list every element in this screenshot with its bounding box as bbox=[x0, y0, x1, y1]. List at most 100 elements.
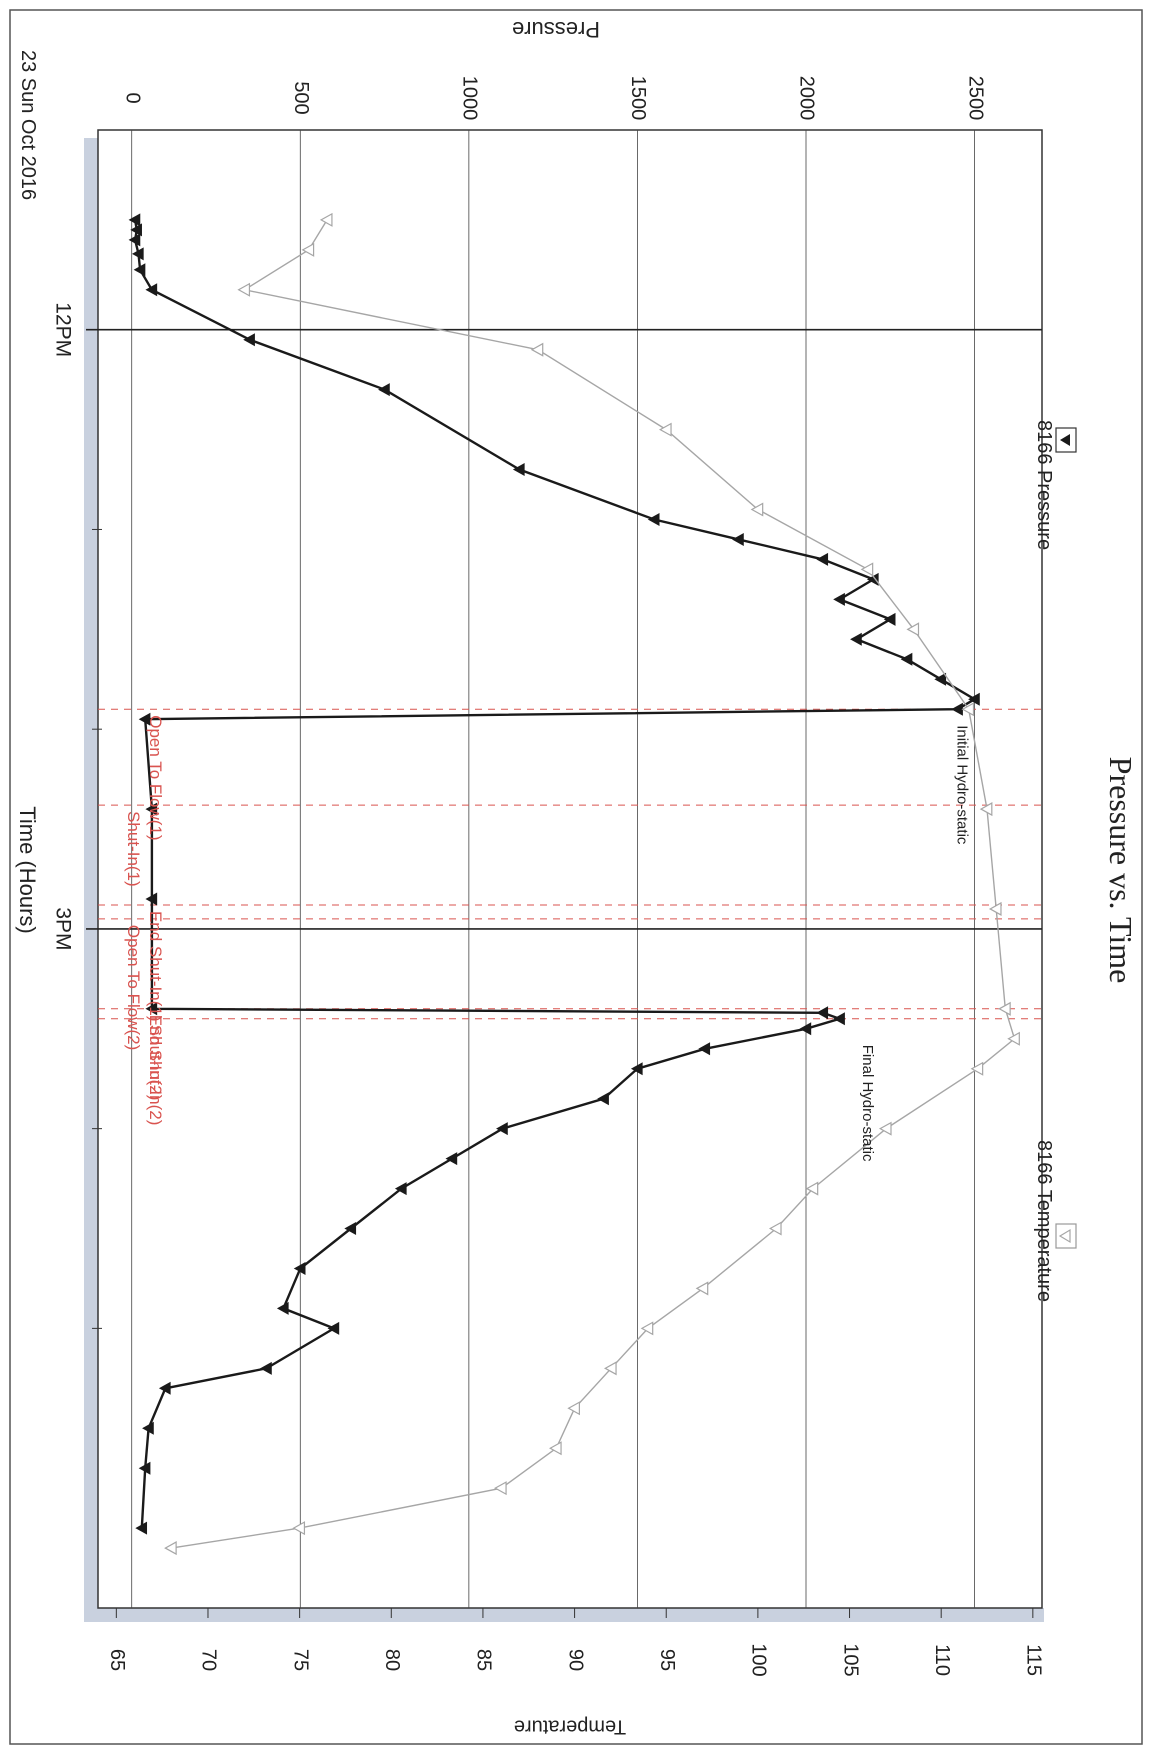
series-layer bbox=[128, 212, 1020, 1556]
pressure-data-point bbox=[833, 592, 845, 606]
pressure-data-point bbox=[394, 1182, 407, 1196]
time-tick-label: 12PM bbox=[51, 302, 74, 357]
annotation-group: Final Hydro-static bbox=[859, 1045, 876, 1162]
pressure-axis-label-group: Pressure bbox=[512, 17, 600, 42]
legend-pressure bbox=[1055, 427, 1077, 453]
pressure-data-point bbox=[833, 1012, 845, 1026]
temperature-tick-label: 85 bbox=[473, 1649, 495, 1671]
pressure-data-point bbox=[145, 1002, 158, 1016]
outer-border bbox=[9, 9, 1143, 1745]
x-axis-label-group: Time (Hours) bbox=[15, 806, 40, 934]
annotation-label: Initial Hydro-static bbox=[954, 725, 971, 845]
temperature-data-point bbox=[988, 901, 1002, 916]
pressure-tick-label: 500 bbox=[290, 81, 312, 114]
temperature-data-point bbox=[640, 1321, 654, 1336]
plot-area bbox=[97, 129, 1043, 1609]
pressure-data-point bbox=[293, 1261, 306, 1275]
temperature-data-point bbox=[292, 1521, 306, 1536]
legend-temperature-marker-icon bbox=[1058, 1228, 1071, 1244]
temperature-data-point bbox=[805, 1181, 819, 1196]
grid-layer bbox=[86, 130, 1042, 1618]
date-label-group: 23 Sun Oct 2016 bbox=[17, 50, 39, 200]
temperature-tick-label: 75 bbox=[289, 1649, 311, 1671]
temperature-tick-label: 115 bbox=[1023, 1644, 1045, 1676]
pressure-data-point bbox=[496, 1122, 508, 1136]
temperature-tick-label: 110 bbox=[931, 1644, 953, 1676]
pressure-data-point bbox=[934, 672, 947, 686]
temperature-tick-group: 95 bbox=[656, 1649, 678, 1671]
event-label-group: Open To Flow(1) bbox=[146, 715, 165, 840]
pressure-tick-group: 500 bbox=[290, 81, 312, 114]
event-label: End Shut-In(2) bbox=[146, 1015, 165, 1126]
temperature-data-point bbox=[695, 1281, 709, 1296]
pressure-data-point bbox=[135, 1521, 148, 1535]
temperature-data-point bbox=[494, 1481, 507, 1496]
temperature-tick-group: 105 bbox=[839, 1643, 861, 1676]
pressure-data-point bbox=[145, 802, 158, 816]
temperature-axis-band bbox=[84, 1608, 1044, 1622]
legend-temperature bbox=[1055, 1223, 1077, 1249]
temperature-data-point bbox=[301, 242, 315, 257]
pressure-data-point bbox=[138, 712, 151, 726]
pressure-data-point bbox=[378, 383, 390, 397]
pressure-tick-group: 2000 bbox=[796, 76, 818, 121]
temperature-data-point bbox=[998, 1001, 1011, 1016]
temperature-tick-label: 100 bbox=[748, 1643, 770, 1676]
temperature-tick-label: 90 bbox=[564, 1649, 586, 1671]
temperature-tick-group: 100 bbox=[748, 1643, 770, 1676]
temperature-data-point bbox=[237, 282, 251, 297]
temperature-tick-group: 65 bbox=[106, 1649, 128, 1671]
pressure-data-point bbox=[968, 692, 980, 706]
temperature-tick-group: 85 bbox=[473, 1649, 495, 1671]
x-axis-label: Time (Hours) bbox=[15, 806, 40, 934]
temperature-data-point bbox=[319, 212, 333, 227]
event-label-group: Open To Flow(2) bbox=[124, 925, 143, 1050]
pressure-tick-label: 1500 bbox=[627, 76, 649, 121]
temperature-data-point bbox=[750, 502, 764, 517]
pressure-data-point bbox=[732, 532, 744, 546]
temperature-data-point bbox=[979, 802, 993, 817]
pressure-tick-label: 2000 bbox=[796, 76, 818, 121]
legend-temperature-box bbox=[1055, 1223, 1077, 1249]
pressure-data-point bbox=[145, 283, 158, 297]
pressure-tick-label: 0 bbox=[121, 92, 143, 103]
temperature-data-point bbox=[164, 1541, 177, 1556]
event-label: End Shut-In(1) bbox=[146, 911, 165, 1022]
temperature-data-point bbox=[1007, 1031, 1020, 1046]
temperature-tick-label: 70 bbox=[198, 1649, 220, 1671]
temperature-data-point bbox=[768, 1221, 782, 1236]
temperature-data-point bbox=[658, 422, 672, 437]
date-label: 23 Sun Oct 2016 bbox=[17, 50, 39, 200]
pressure-data-point bbox=[512, 463, 525, 477]
pressure-data-point bbox=[597, 1092, 609, 1106]
temperature-tick-label: 95 bbox=[656, 1649, 678, 1671]
temperature-data-point bbox=[860, 562, 874, 577]
event-label: Shut-In(1) bbox=[124, 811, 143, 887]
time-tick-label: 3PM bbox=[51, 907, 74, 950]
pressure-tick-group: 1500 bbox=[627, 76, 649, 121]
pressure-data-point bbox=[145, 892, 158, 906]
pressure-data-point bbox=[128, 233, 141, 247]
event-label-group: Shut-In(2) bbox=[146, 1025, 165, 1101]
event-label: Open To Flow(2) bbox=[124, 925, 143, 1050]
pressure-data-point bbox=[883, 612, 896, 626]
event-label-group: End Shut-In(1) bbox=[146, 911, 165, 1022]
chart-title-group: Pressure vs. Time bbox=[1103, 757, 1139, 984]
legend-temperature-label-group: 8166 Temperature bbox=[1033, 1140, 1055, 1302]
temperature-data-point bbox=[970, 1061, 984, 1076]
pressure-data-point bbox=[128, 213, 141, 227]
pressure-data-point bbox=[142, 1421, 154, 1435]
pressure-data-point bbox=[276, 1301, 289, 1315]
pressure-tick-group: 1000 bbox=[459, 76, 481, 121]
temperature-tick-group: 90 bbox=[564, 1649, 586, 1671]
pressure-data-point bbox=[138, 1461, 151, 1475]
temperature-data-point bbox=[567, 1401, 580, 1416]
chart-title: Pressure vs. Time bbox=[1103, 757, 1139, 984]
legend-pressure-label-group: 8166 Pressure bbox=[1033, 420, 1055, 550]
pressure-data-point bbox=[260, 1361, 272, 1375]
pressure-data-point bbox=[900, 652, 913, 666]
pressure-data-point bbox=[816, 1006, 829, 1020]
pressure-data-point bbox=[866, 572, 879, 586]
pressure-data-point bbox=[327, 1321, 340, 1335]
